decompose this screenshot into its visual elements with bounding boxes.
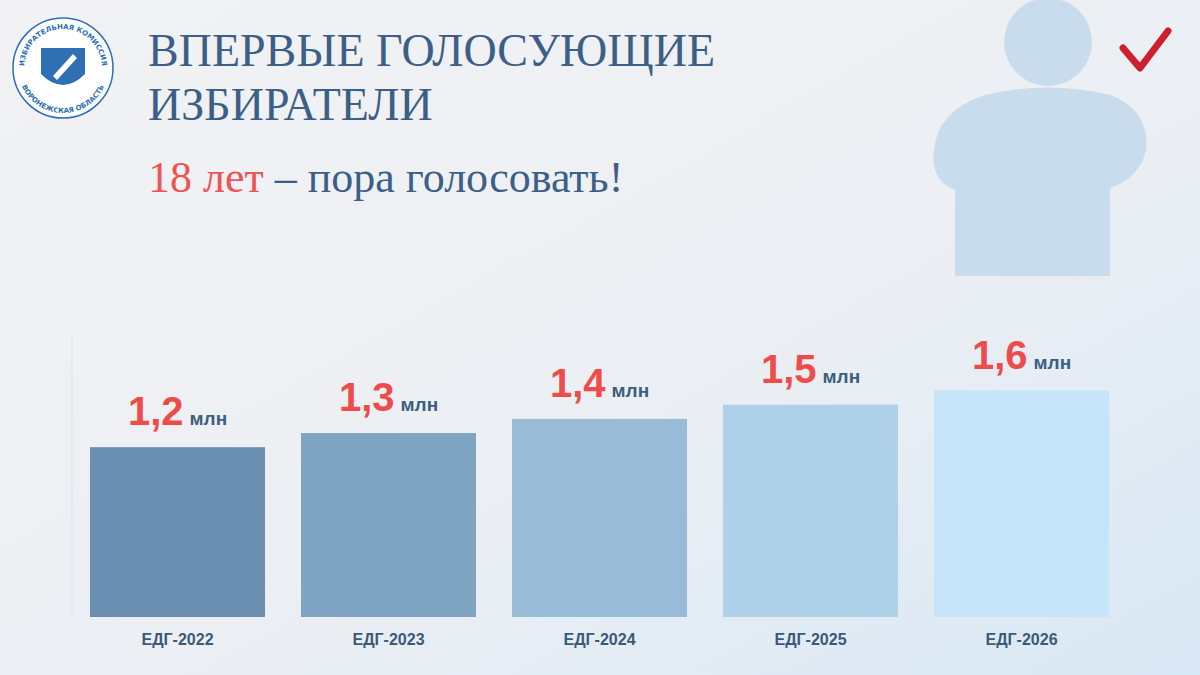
bar [90, 447, 265, 617]
logo-text-path: ВОРОНЕЖСКАЯ ОБЛАСТЬ [20, 84, 106, 116]
bar [723, 405, 898, 617]
bar [301, 433, 476, 617]
title-line: ИЗБИРАТЕЛИ [148, 79, 433, 130]
data-label: 1,6 млн [972, 333, 1071, 377]
silhouette-body [933, 88, 1146, 277]
chart-svg: ИЗБИРАТЕЛЬНАЯ КОМИССИЯВОРОНЕЖСКАЯ ОБЛАСТ… [0, 0, 1200, 675]
x-tick-label: ЕДГ-2023 [352, 631, 424, 648]
silhouette [933, 0, 1146, 276]
data-label-unit: млн [401, 394, 439, 415]
data-label-unit: млн [190, 408, 228, 429]
x-tick-label: ЕДГ-2025 [774, 631, 846, 648]
subtitle: 18 лет – пора голосовать! [148, 153, 623, 202]
x-tick-label: ЕДГ-2026 [985, 631, 1057, 648]
title-line: ВПЕРВЫЕ ГОЛОСУЮЩИЕ [148, 25, 715, 76]
logo-shield [41, 48, 85, 85]
background [0, 0, 1200, 675]
data-label-unit: млн [823, 366, 861, 387]
data-label-number: 1,3 [339, 375, 395, 419]
check-mark [1123, 31, 1168, 68]
x-tick-label: ЕДГ-2022 [141, 631, 213, 648]
logo: ИЗБИРАТЕЛЬНАЯ КОМИССИЯВОРОНЕЖСКАЯ ОБЛАСТ… [13, 18, 113, 118]
logo-circle [13, 18, 113, 118]
subtitle-rest: – пора голосовать! [264, 153, 624, 202]
data-label: 1,4 млн [550, 361, 649, 405]
bar [512, 419, 687, 617]
data-label: 1,3 млн [339, 375, 438, 419]
data-label-unit: млн [1034, 352, 1072, 373]
value-axis-line [72, 334, 73, 617]
bar [934, 391, 1109, 617]
data-label: 1,5 млн [761, 347, 860, 391]
data-label: 1,2 млн [128, 389, 227, 433]
data-label-number: 1,2 [128, 389, 184, 433]
x-tick-label: ЕДГ-2024 [563, 631, 635, 648]
title: ВПЕРВЫЕ ГОЛОСУЮЩИЕИЗБИРАТЕЛИ [148, 25, 715, 130]
logo-text: ВОРОНЕЖСКАЯ ОБЛАСТЬ [20, 84, 106, 116]
silhouette-head [1004, 0, 1092, 86]
bars [90, 391, 1109, 617]
data-label-number: 1,5 [761, 347, 817, 391]
data-label-unit: млн [612, 380, 650, 401]
subtitle-accent: 18 лет [148, 153, 264, 202]
data-label-number: 1,6 [972, 333, 1028, 377]
logo-emblem [53, 54, 77, 80]
data-label-number: 1,4 [550, 361, 606, 405]
chart-root: ИЗБИРАТЕЛЬНАЯ КОМИССИЯВОРОНЕЖСКАЯ ОБЛАСТ… [0, 0, 1200, 675]
